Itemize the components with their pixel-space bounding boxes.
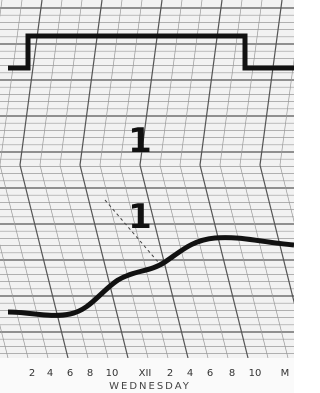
time-label: M <box>281 368 290 379</box>
time-label: 4 <box>187 368 193 379</box>
time-label: 6 <box>67 368 73 379</box>
time-label: 10 <box>106 368 119 379</box>
time-label: 8 <box>87 368 93 379</box>
annotation: 1 <box>128 121 152 161</box>
time-label: 2 <box>167 368 173 379</box>
time-label: 8 <box>229 368 235 379</box>
time-label: 6 <box>207 368 213 379</box>
time-label: 2 <box>29 368 35 379</box>
annotation: 1 <box>128 197 152 237</box>
time-label: XII <box>139 368 152 379</box>
recorder-chart: 1 1 2 4 6 8 10 XII 2 4 6 8 10 M WEDNESDAY <box>0 0 294 393</box>
time-label: 10 <box>249 368 262 379</box>
day-label: WEDNESDAY <box>109 381 191 392</box>
time-label: 4 <box>47 368 53 379</box>
